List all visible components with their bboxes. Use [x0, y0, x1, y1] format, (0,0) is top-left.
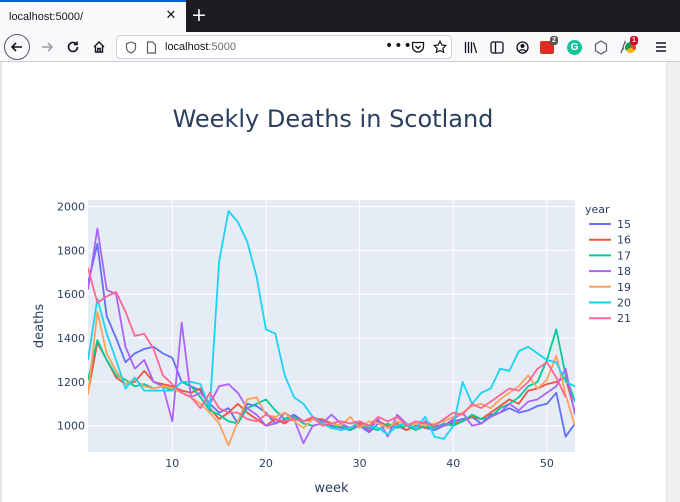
legend-label-19: 19 [617, 281, 631, 294]
series-line-21 [88, 267, 567, 427]
y-tick-label: 1000 [57, 420, 85, 433]
legend-label-20: 20 [617, 297, 631, 310]
grammarly-icon[interactable]: G [567, 40, 582, 55]
forward-arrow-icon [42, 42, 54, 52]
sidebar-icon[interactable] [490, 41, 504, 54]
page-actions-icon[interactable]: ••• [385, 38, 413, 54]
active-tab[interactable]: localhost:5000/ ✕ [0, 0, 186, 32]
url-bar[interactable]: localhost:5000 ••• [116, 35, 452, 59]
x-tick-label: 20 [259, 457, 273, 470]
home-icon [93, 41, 105, 53]
close-tab-icon[interactable]: ✕ [165, 8, 177, 23]
url-host: localhost [165, 41, 209, 53]
x-tick-label: 50 [540, 457, 554, 470]
page-content: 10 20 30 40 50 1000 1200 1400 1600 1800 2000 Weekly… [0, 62, 680, 502]
x-tick-label: 40 [446, 457, 460, 470]
legend-label-21: 21 [617, 312, 631, 325]
y-tick-label: 1600 [57, 288, 85, 301]
series-line-20 [88, 210, 575, 440]
bookmark-star-icon[interactable] [433, 40, 447, 54]
notification-badge-count: 1 [630, 36, 638, 45]
tab-title: localhost:5000/ [9, 11, 83, 23]
y-axis-title: deaths [32, 304, 47, 349]
legend-label-17: 17 [617, 249, 631, 262]
url-text[interactable]: localhost:5000 [165, 41, 236, 53]
url-port: :5000 [208, 41, 236, 53]
legend-label-16: 16 [617, 234, 631, 247]
reload-icon [67, 41, 79, 53]
chart-title: Weekly Deaths in Scotland [173, 105, 494, 133]
reload-button[interactable] [60, 34, 86, 60]
back-button[interactable] [4, 34, 30, 60]
y-tick-label: 1800 [57, 244, 85, 257]
new-tab-icon[interactable]: + [191, 4, 207, 26]
forward-button[interactable] [34, 34, 60, 60]
home-button[interactable] [86, 34, 112, 60]
library-icon[interactable] [464, 41, 478, 54]
tab-strip: localhost:5000/ ✕ + [0, 0, 680, 32]
y-tick-label: 2000 [57, 201, 85, 214]
x-tick-label: 10 [165, 457, 179, 470]
legend-label-18: 18 [617, 265, 631, 278]
weekly-deaths-chart: 10 20 30 40 50 1000 1200 1400 1600 1800 2000 Weekly… [32, 105, 631, 496]
extension-badge-count: 2 [550, 36, 558, 45]
page-icon [146, 41, 157, 54]
legend-title: year [585, 203, 610, 216]
x-tick-label: 30 [353, 457, 367, 470]
shield-icon[interactable] [125, 41, 137, 54]
page-left-edge [0, 62, 2, 502]
back-arrow-icon [10, 42, 22, 52]
legend-label-15: 15 [617, 218, 631, 231]
series-line-18 [88, 227, 575, 445]
y-tick-label: 1200 [57, 376, 85, 389]
y-tick-label: 1400 [57, 332, 85, 345]
hexagon-extension-icon[interactable] [594, 40, 608, 55]
pocket-icon[interactable] [411, 41, 425, 54]
account-icon[interactable] [516, 41, 529, 54]
scrollbar-track[interactable] [666, 62, 680, 502]
x-axis-title: week [314, 481, 349, 496]
menu-icon[interactable] [655, 41, 667, 53]
nav-toolbar: localhost:5000 ••• 2 G 1 [0, 32, 680, 62]
